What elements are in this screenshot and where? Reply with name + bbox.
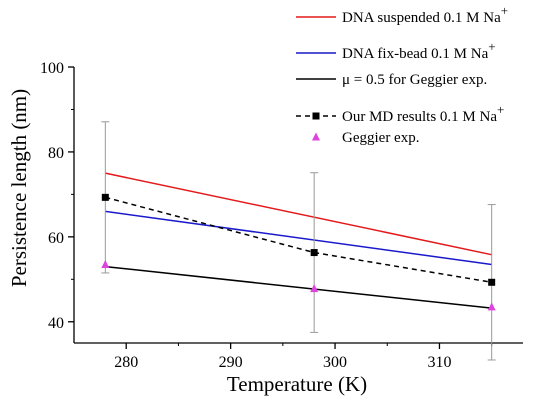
series-0-line (105, 172, 492, 256)
x-tick-label: 310 (427, 354, 451, 371)
y-axis-label: Persistence length (nm) (7, 89, 31, 287)
legend-item-4-marker (312, 132, 320, 141)
y-tick-label: 40 (48, 315, 64, 332)
x-tick-label: 300 (323, 354, 347, 371)
legend-item-4-label: Geggier exp. (342, 130, 419, 146)
legend: DNA suspended 0.1 M Na+ DNA fix-bead 0.1 … (296, 3, 508, 146)
series-3-point (488, 278, 496, 286)
series-3-point (101, 193, 109, 201)
series-4-point (101, 259, 110, 268)
x-axis-label: Temperature (K) (227, 372, 367, 396)
legend-item-3-label: Our MD results 0.1 M Na+ (342, 102, 504, 125)
legend-item-3-superscript: + (497, 102, 504, 117)
series-2-line (105, 265, 492, 309)
x-tick-label: 290 (219, 354, 243, 371)
legend-item-1-superscript: + (488, 39, 495, 54)
series-3-line (105, 196, 492, 284)
series-4-point (487, 302, 496, 311)
legend-item-1-label: DNA fix-bead 0.1 M Na+ (342, 39, 496, 62)
plot-area: 280 290 300 310 40 60 80 100 (40, 60, 523, 371)
legend-item-2-label: μ = 0.5 for Geggier exp. (342, 72, 487, 88)
legend-item-0-label: DNA suspended 0.1 M Na+ (342, 3, 508, 26)
legend-item-0-superscript: + (501, 3, 508, 18)
x-tick-label: 280 (114, 354, 138, 371)
series-4-point (310, 284, 319, 293)
legend-item-3-marker (312, 112, 320, 120)
series-1-line (105, 210, 492, 266)
y-tick-label: 80 (48, 145, 64, 162)
y-tick-label: 60 (48, 230, 64, 247)
series-3-point (310, 249, 318, 257)
y-tick-label: 100 (40, 60, 64, 77)
